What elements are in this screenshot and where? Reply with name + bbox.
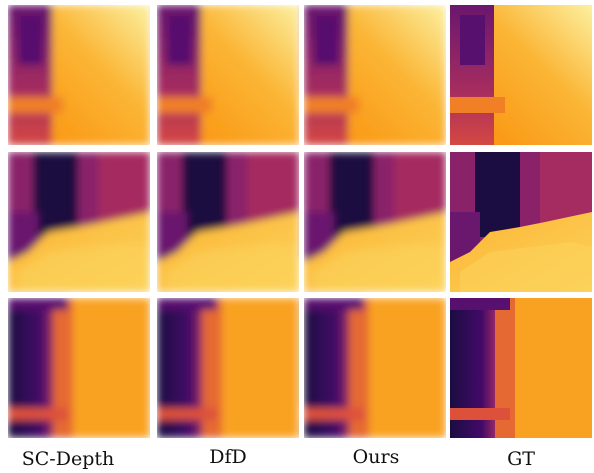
depth-map <box>450 5 592 145</box>
column-label: SC-Depth <box>22 448 115 470</box>
depth-map <box>304 298 446 438</box>
depth-map <box>304 5 446 145</box>
depth-map <box>8 5 150 145</box>
column-label: Ours <box>353 446 400 468</box>
depth-map <box>8 152 150 292</box>
column-label: DfD <box>209 446 247 468</box>
depth-map <box>450 152 592 292</box>
depth-map <box>157 298 299 438</box>
depth-map <box>157 5 299 145</box>
depth-map <box>304 152 446 292</box>
depth-map <box>8 298 150 438</box>
depth-map <box>157 152 299 292</box>
column-label: GT <box>507 448 535 470</box>
depth-map <box>450 298 592 438</box>
depth-figure: SC-Depth DfD Ours GT <box>0 0 594 473</box>
